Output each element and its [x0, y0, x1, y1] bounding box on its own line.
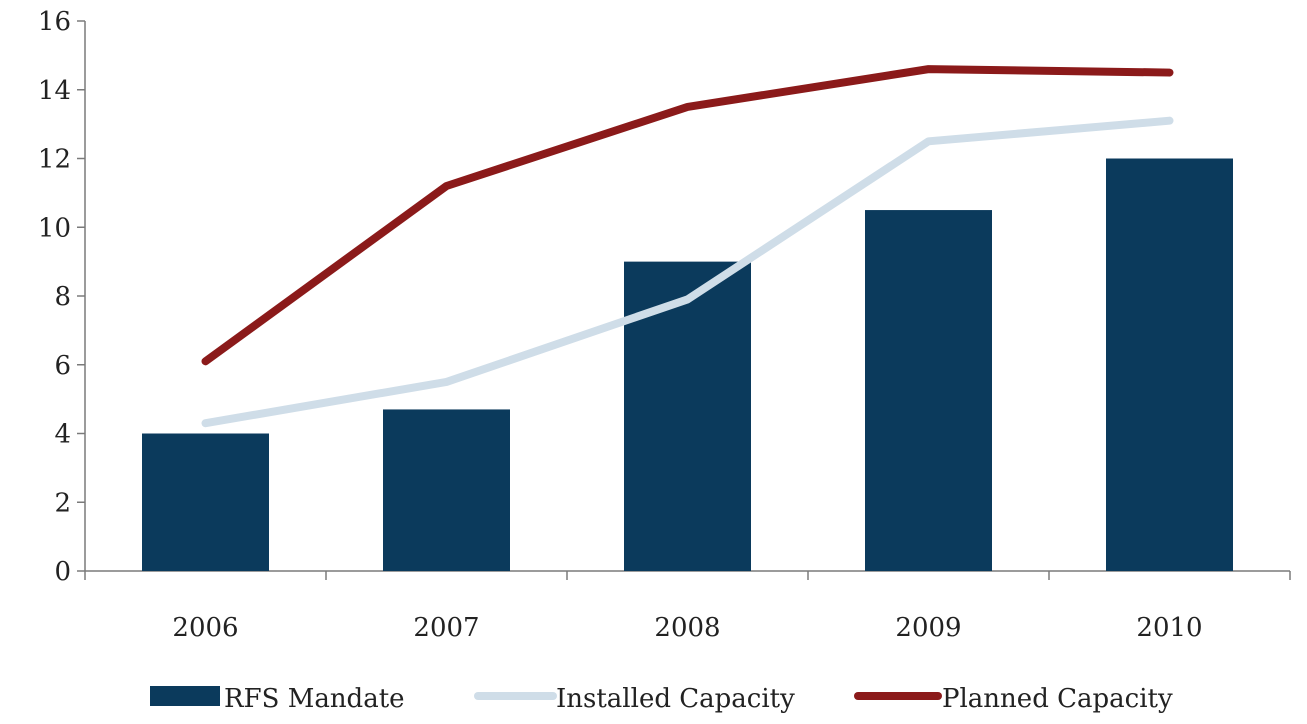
- x-tick-label: 2007: [413, 613, 479, 643]
- y-tick-label: 12: [38, 145, 71, 175]
- x-tick-label: 2008: [654, 613, 720, 643]
- line-installed-capacity: [201, 116, 1174, 428]
- line-series: [201, 65, 1174, 428]
- y-tick-label: 8: [54, 282, 71, 312]
- legend-swatch-rfs-mandate: [150, 686, 220, 706]
- line-planned-capacity: [201, 65, 1174, 366]
- x-axis: 2006 2007 2008 2009 2010: [84, 570, 1291, 643]
- bar-rfs-mandate: [383, 409, 510, 571]
- x-tick-label: 2009: [895, 613, 961, 643]
- bar-rfs-mandate: [142, 433, 269, 571]
- y-tick-label: 10: [38, 213, 71, 243]
- legend-label-installed-capacity: Installed Capacity: [556, 684, 795, 714]
- y-tick-label: 0: [54, 557, 71, 587]
- y-axis: 0 2 4 6 8 10 12 14 16: [38, 7, 86, 587]
- y-tick-label: 14: [38, 76, 71, 106]
- legend-label-rfs-mandate: RFS Mandate: [224, 684, 405, 714]
- x-tick-label: 2010: [1136, 613, 1202, 643]
- legend-label-planned-capacity: Planned Capacity: [942, 684, 1173, 714]
- y-tick-label: 6: [54, 351, 71, 381]
- bar-rfs-mandate: [865, 210, 992, 571]
- legend: RFS Mandate Installed Capacity Planned Cap…: [150, 684, 1173, 714]
- y-tick-label: 16: [38, 7, 71, 37]
- x-tick-label: 2006: [172, 613, 238, 643]
- bar-rfs-mandate: [1106, 158, 1233, 571]
- bar-series: [142, 158, 1233, 571]
- bar-rfs-mandate: [624, 261, 751, 571]
- y-tick-label: 4: [54, 420, 71, 450]
- y-tick-label: 2: [54, 488, 71, 518]
